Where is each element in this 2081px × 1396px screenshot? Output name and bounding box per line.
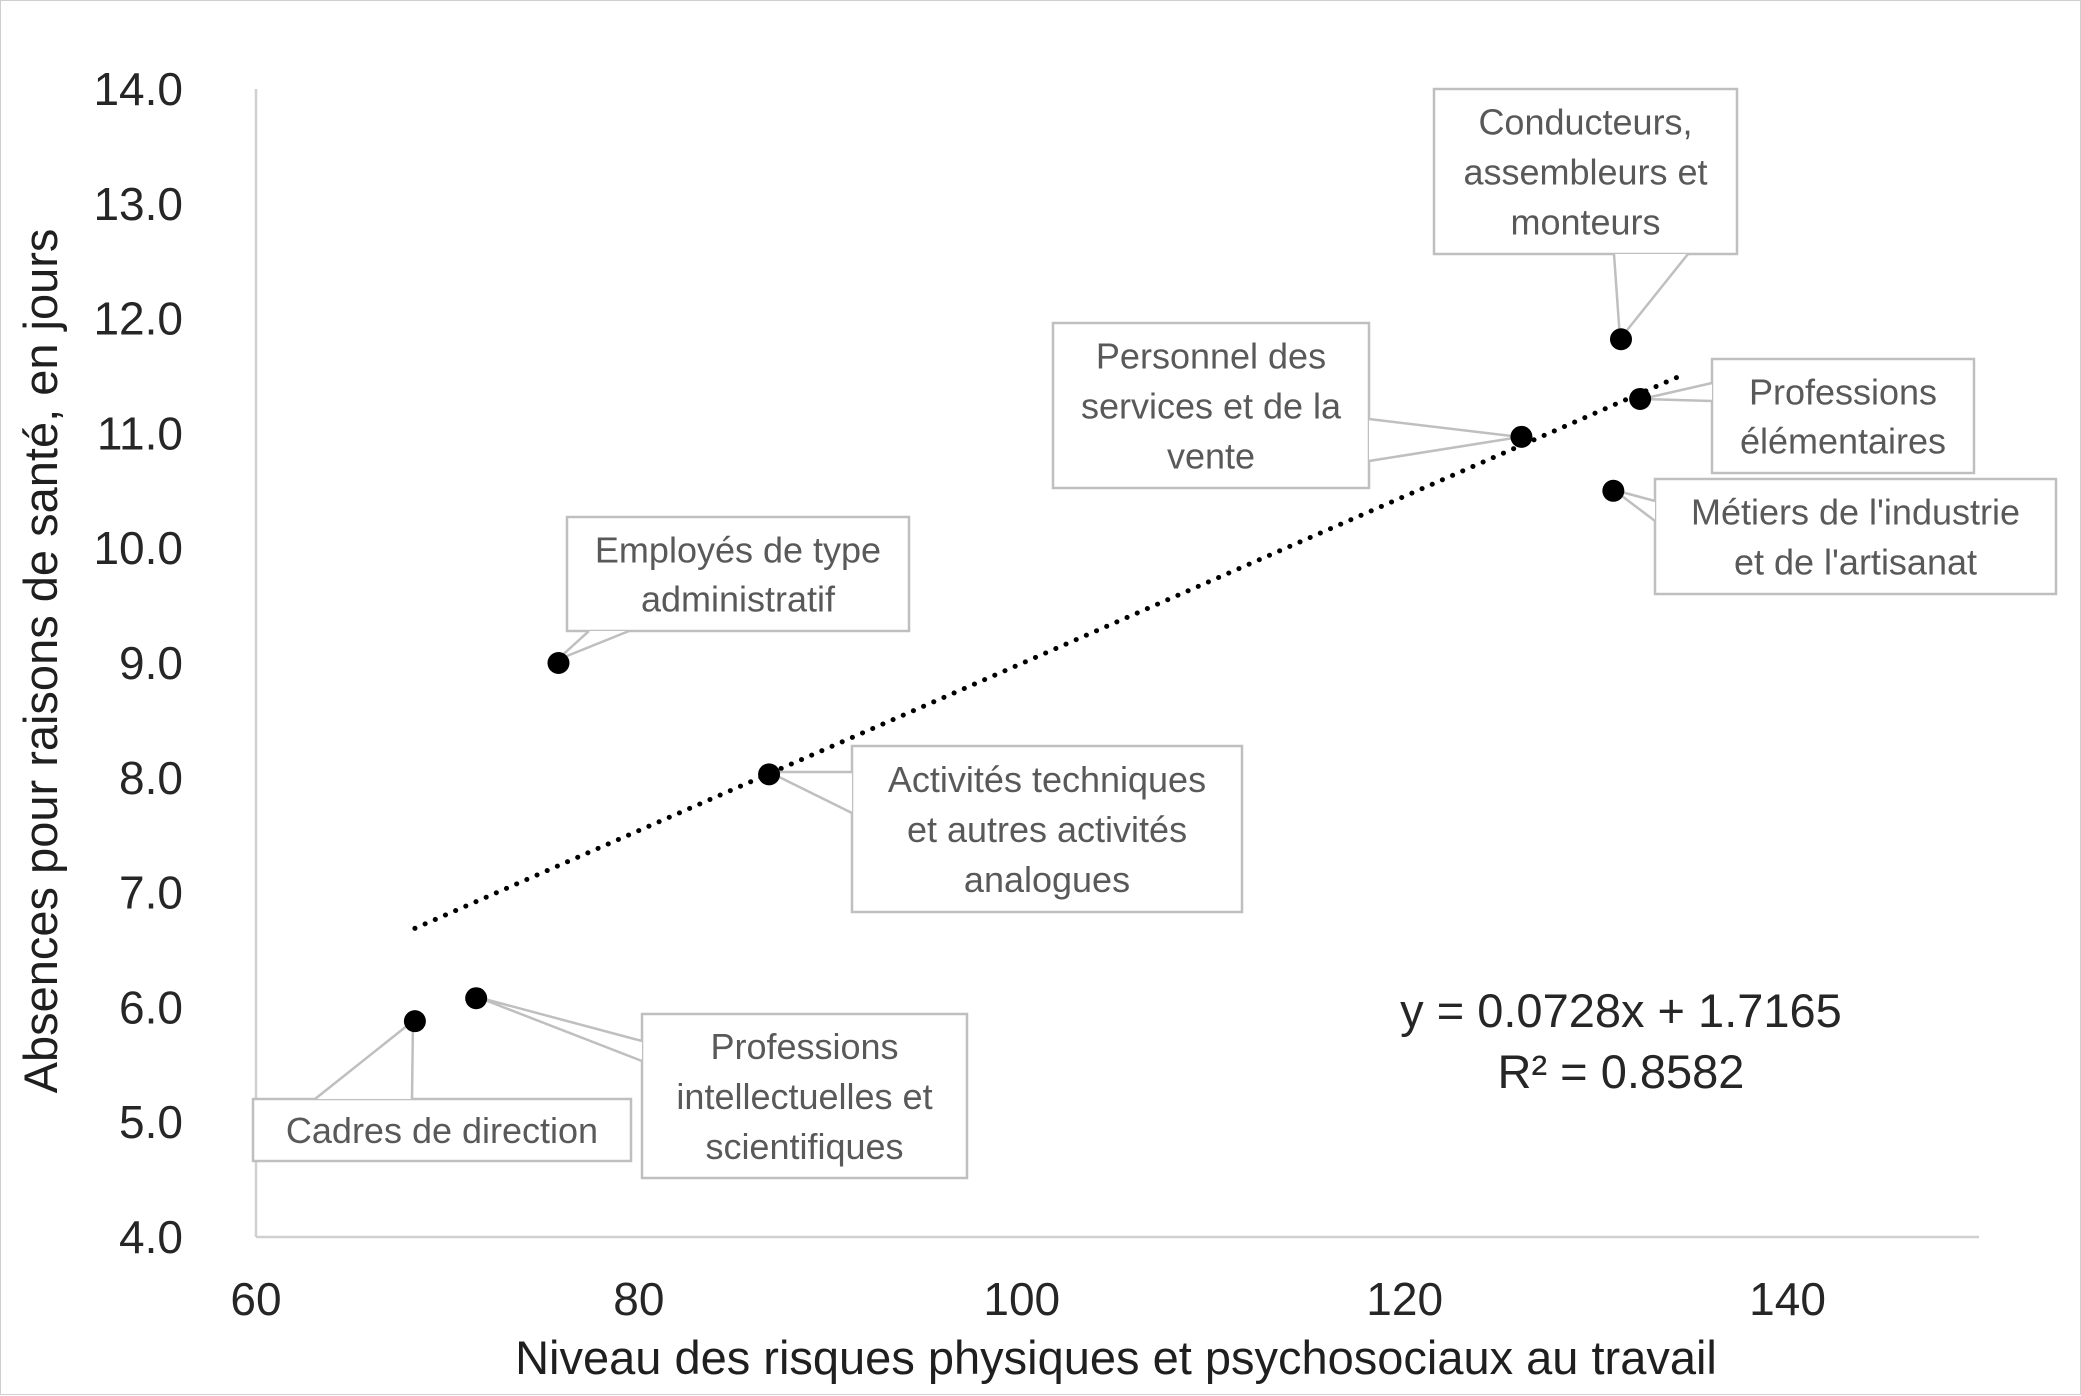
data-point bbox=[1609, 328, 1632, 351]
data-point bbox=[403, 1010, 426, 1033]
callout-box bbox=[1653, 477, 2058, 596]
y-tick-label: 5.0 bbox=[119, 1096, 183, 1148]
callout-box bbox=[1051, 321, 1371, 490]
data-label-callout: Employés de type administratif bbox=[556, 515, 911, 662]
y-tick-label: 14.0 bbox=[93, 63, 183, 115]
data-label-callout: Professions élémentaires bbox=[1641, 357, 1976, 475]
data-label: Métiers de l'industrie bbox=[1691, 492, 2020, 533]
data-point bbox=[1602, 479, 1625, 502]
data-label: Cadres de direction bbox=[286, 1110, 598, 1151]
callout-leader bbox=[768, 770, 853, 815]
trendline-equation: y = 0.0728x + 1.7165 bbox=[1400, 984, 1842, 1037]
data-point bbox=[1510, 425, 1533, 448]
data-label: services et de la bbox=[1081, 386, 1342, 427]
x-tick-label: 120 bbox=[1366, 1273, 1443, 1325]
data-point bbox=[547, 652, 570, 674]
data-point bbox=[758, 763, 781, 786]
y-tick-label: 6.0 bbox=[119, 981, 183, 1033]
data-label-callout: Personnel des services et de la vente bbox=[1051, 321, 1521, 490]
data-label: scientifiques bbox=[705, 1126, 903, 1167]
data-label: et autres activités bbox=[907, 809, 1187, 850]
data-point bbox=[1629, 387, 1652, 410]
callout-leader bbox=[1368, 417, 1521, 463]
axes: 4.0 5.0 6.0 7.0 8.0 9.0 10.0 11.0 12.0 13.0 14.0 60… bbox=[93, 63, 1979, 1325]
data-label-callout: Métiers de l'industrie et de l'artisanat bbox=[1613, 477, 2058, 596]
x-axis-title: Niveau des risques physiques et psychoso… bbox=[515, 1331, 1717, 1384]
callout-leader bbox=[476, 995, 643, 1063]
data-label-callout: Conducteurs, assembleurs et monteurs bbox=[1432, 87, 1739, 343]
trendline-layer bbox=[412, 374, 1681, 931]
data-points bbox=[403, 328, 1652, 1033]
callout-box bbox=[251, 1097, 633, 1163]
y-tick-label: 12.0 bbox=[93, 293, 183, 345]
data-label-callout: Activités techniques et autres activités a… bbox=[768, 744, 1244, 914]
data-label-callout: Professions intellectuelles et scientifiqu… bbox=[476, 995, 969, 1180]
data-label: analogues bbox=[964, 859, 1130, 900]
callout-box bbox=[640, 1012, 969, 1180]
data-label: Personnel des bbox=[1096, 336, 1326, 377]
y-tick-label: 4.0 bbox=[119, 1211, 183, 1263]
data-label: Professions bbox=[710, 1026, 898, 1067]
data-label: Professions bbox=[1749, 372, 1937, 413]
y-tick-label: 10.0 bbox=[93, 522, 183, 574]
trendline bbox=[412, 374, 1681, 931]
callout-box bbox=[1432, 87, 1739, 256]
callout-leader bbox=[1612, 253, 1689, 343]
x-tick-label: 80 bbox=[613, 1273, 664, 1325]
y-tick-label: 8.0 bbox=[119, 752, 183, 804]
trendline-r-squared: R² = 0.8582 bbox=[1498, 1045, 1745, 1098]
data-label: et de l'artisanat bbox=[1734, 542, 1977, 583]
y-axis-title: Absences pour raisons de santé, en jours bbox=[14, 229, 67, 1094]
data-label: monteurs bbox=[1510, 202, 1660, 243]
callout-box bbox=[565, 515, 911, 633]
data-label-callout: Cadres de direction bbox=[251, 1018, 633, 1163]
callouts: Cadres de direction Professions intellectu… bbox=[251, 87, 2058, 1180]
data-label: vente bbox=[1167, 436, 1255, 477]
y-tick-label: 11.0 bbox=[97, 407, 183, 459]
callout-box bbox=[850, 744, 1244, 914]
x-tick-label: 60 bbox=[230, 1273, 281, 1325]
callout-leader bbox=[1641, 381, 1713, 403]
x-tick-label: 140 bbox=[1749, 1273, 1826, 1325]
data-label: intellectuelles et bbox=[676, 1076, 932, 1117]
data-point bbox=[465, 987, 488, 1010]
y-tick-label: 7.0 bbox=[119, 867, 183, 919]
y-tick-label: 13.0 bbox=[93, 178, 183, 230]
callout-leader bbox=[314, 1018, 415, 1100]
data-label: Employés de type bbox=[595, 530, 881, 571]
data-label: élémentaires bbox=[1740, 421, 1946, 462]
y-tick-label: 9.0 bbox=[119, 637, 183, 689]
callout-box bbox=[1710, 357, 1976, 475]
callout-leader bbox=[556, 629, 630, 662]
x-tick-label: 100 bbox=[983, 1273, 1060, 1325]
data-label: Activités techniques bbox=[888, 759, 1206, 800]
data-label: assembleurs et bbox=[1463, 152, 1707, 193]
data-label: administratif bbox=[641, 579, 836, 620]
data-label: Conducteurs, bbox=[1478, 102, 1692, 143]
